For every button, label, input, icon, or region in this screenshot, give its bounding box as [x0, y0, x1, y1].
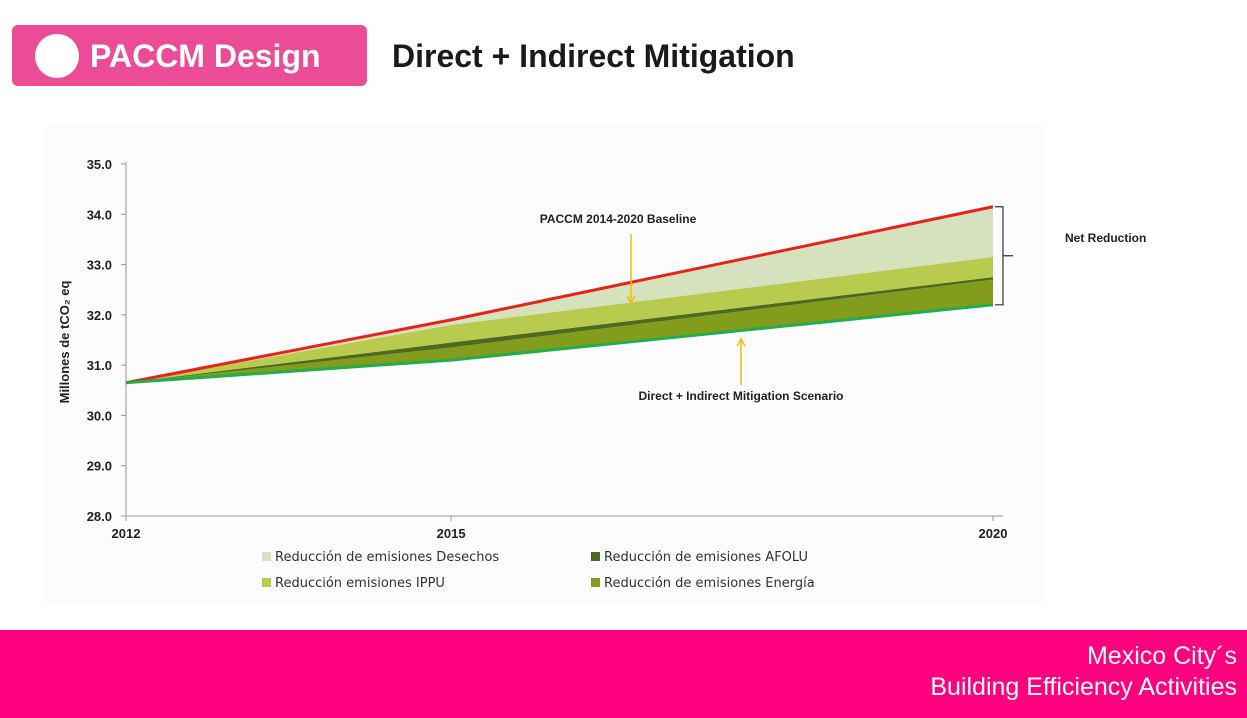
- legend-swatch-ippu: [262, 578, 271, 587]
- net-reduction-label: Net Reduction: [1065, 231, 1146, 245]
- y-tick-label: 33.0: [87, 258, 112, 273]
- area-ippu: [126, 257, 993, 383]
- legend-swatch-afolu: [591, 552, 600, 561]
- y-tick-label: 28.0: [87, 509, 112, 524]
- y-tick-label: 35.0: [87, 157, 112, 172]
- legend-label-desechos: Reducción de emisiones Desechos: [275, 550, 499, 565]
- footer-line-2: Building Efficiency Activities: [930, 673, 1237, 701]
- net-reduction-bracket: [995, 206, 1013, 306]
- x-tick-label: 2020: [979, 526, 1008, 541]
- y-tick-label: 34.0: [87, 207, 112, 222]
- baseline-arrow-head: [626, 295, 636, 305]
- legend-label-energia: Reducción de emisiones Energía: [604, 576, 815, 591]
- scenario-annotation: Direct + Indirect Mitigation Scenario: [638, 389, 843, 403]
- y-axis-label: Millones de tCO₂ eq: [57, 281, 72, 404]
- x-tick-label: 2012: [112, 526, 141, 541]
- baseline-annotation: PACCM 2014-2020 Baseline: [540, 212, 697, 226]
- legend-swatch-energia: [591, 578, 600, 587]
- baseline-line: [125, 205, 994, 385]
- scenario-line: [125, 303, 994, 385]
- legend-label-ippu: Reducción emisiones IPPU: [275, 576, 445, 591]
- legend-swatch-desechos: [262, 552, 271, 561]
- y-tick-label: 29.0: [87, 459, 112, 474]
- y-tick-label: 32.0: [87, 308, 112, 323]
- emissions-chart: 28.0 29.0 30.0 31.0 32.0 33.0 34.0 35.0 2012 2015…: [57, 157, 1146, 591]
- footer-line-1: Mexico City´s: [1086, 642, 1237, 670]
- x-tick-label: 2015: [437, 526, 466, 541]
- y-tick-label: 30.0: [87, 408, 112, 423]
- header-label: PACCM Design: [90, 38, 321, 74]
- y-tick-label: 31.0: [87, 358, 112, 373]
- legend-label-afolu: Reducción de emisiones AFOLU: [604, 550, 808, 565]
- footer-bar: [0, 630, 1247, 718]
- scenario-arrow-head: [736, 337, 746, 347]
- area-afolu: [126, 277, 993, 383]
- header-circle-icon: [35, 34, 79, 78]
- page-title: Direct + Indirect Mitigation: [392, 38, 795, 74]
